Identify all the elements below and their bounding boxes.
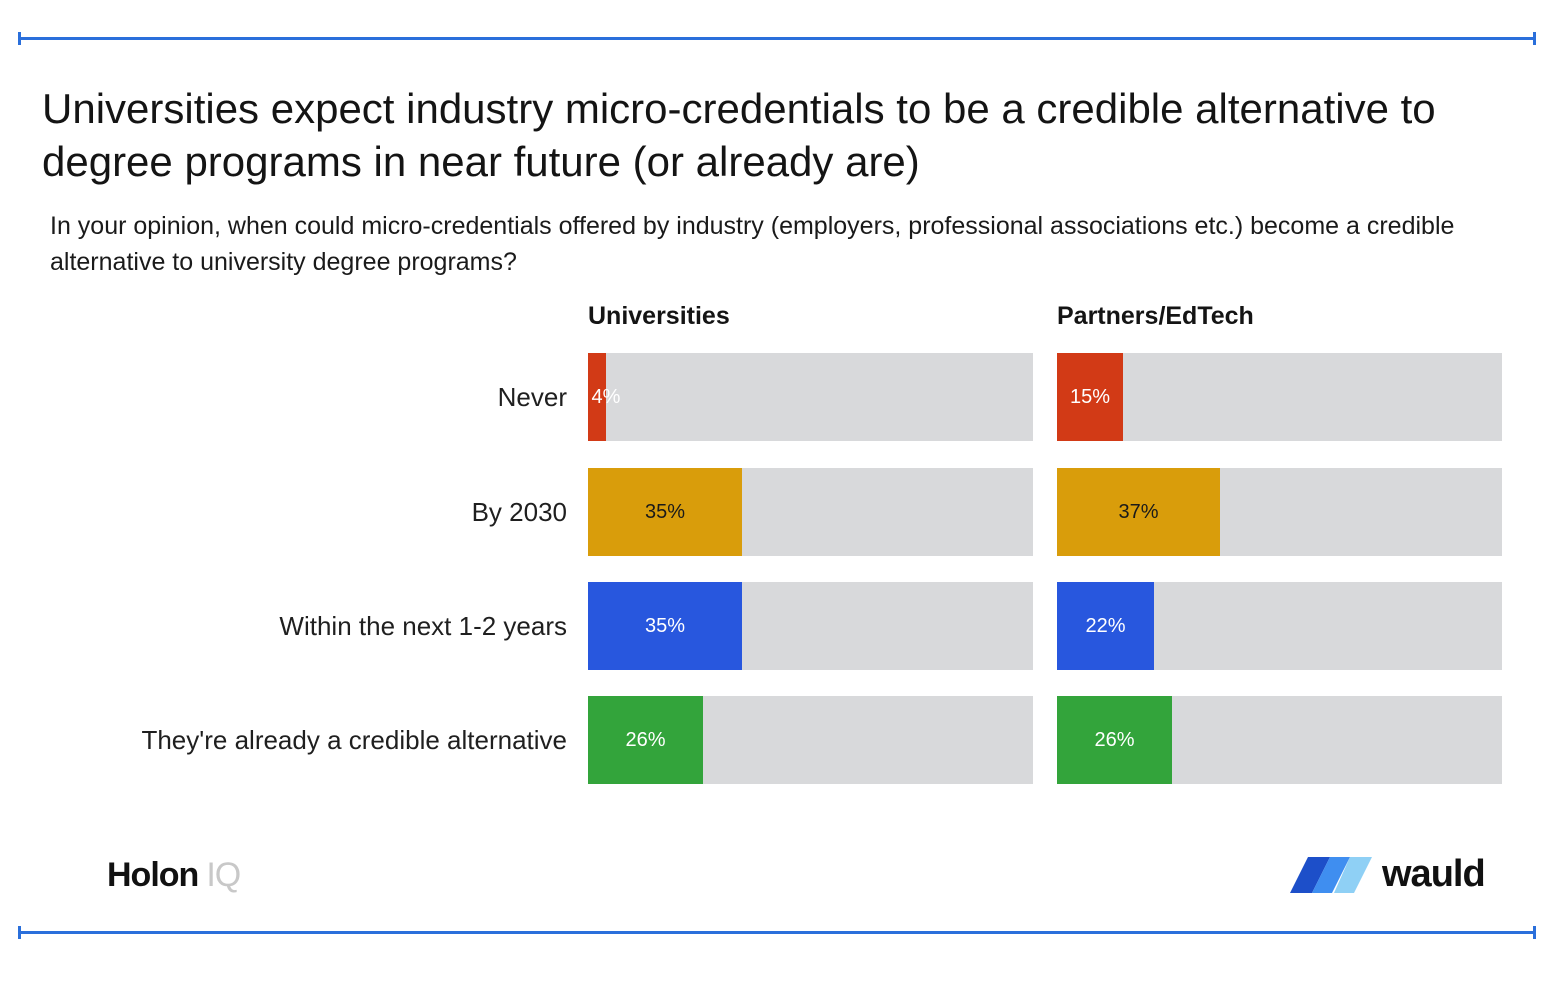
top-rule bbox=[18, 32, 1536, 45]
data-label: 35% bbox=[644, 501, 686, 523]
bar bbox=[1057, 696, 1172, 784]
holon-iq-logo: Holon IQ bbox=[107, 856, 241, 895]
wauld-logo-text: wauld bbox=[1382, 853, 1486, 895]
data-label: 26% bbox=[625, 729, 666, 751]
wauld-mark-icon bbox=[1290, 857, 1372, 893]
bar bbox=[1057, 582, 1154, 670]
category-label: By 2030 bbox=[471, 497, 567, 527]
data-label: 37% bbox=[1118, 501, 1159, 523]
category-label: Never bbox=[497, 382, 567, 412]
category-label: They're already a credible alternative bbox=[141, 725, 567, 755]
data-label: 4% bbox=[591, 386, 621, 408]
bar bbox=[588, 582, 742, 670]
category-label: Within the next 1-2 years bbox=[279, 611, 567, 641]
data-label: 35% bbox=[644, 615, 686, 637]
bar-track bbox=[588, 353, 1033, 441]
bar bbox=[588, 468, 742, 556]
bar bbox=[588, 696, 703, 784]
chart-title: Universities expect industry micro-crede… bbox=[42, 85, 1436, 185]
group-title: Universities bbox=[588, 302, 730, 330]
chart-subtitle: In your opinion, when could micro-creden… bbox=[50, 212, 1455, 276]
bar bbox=[1057, 468, 1220, 556]
bottom-rule bbox=[18, 926, 1536, 939]
bar-track bbox=[1057, 353, 1502, 441]
data-label: 15% bbox=[1069, 386, 1111, 408]
data-label: 22% bbox=[1085, 615, 1126, 637]
data-label: 26% bbox=[1094, 729, 1135, 751]
bar bbox=[1057, 353, 1123, 441]
iq-logo-text: IQ bbox=[206, 856, 241, 894]
bar bbox=[588, 353, 606, 441]
holon-logo-text: Holon bbox=[107, 856, 199, 894]
group-title: Partners/EdTech bbox=[1057, 302, 1254, 330]
